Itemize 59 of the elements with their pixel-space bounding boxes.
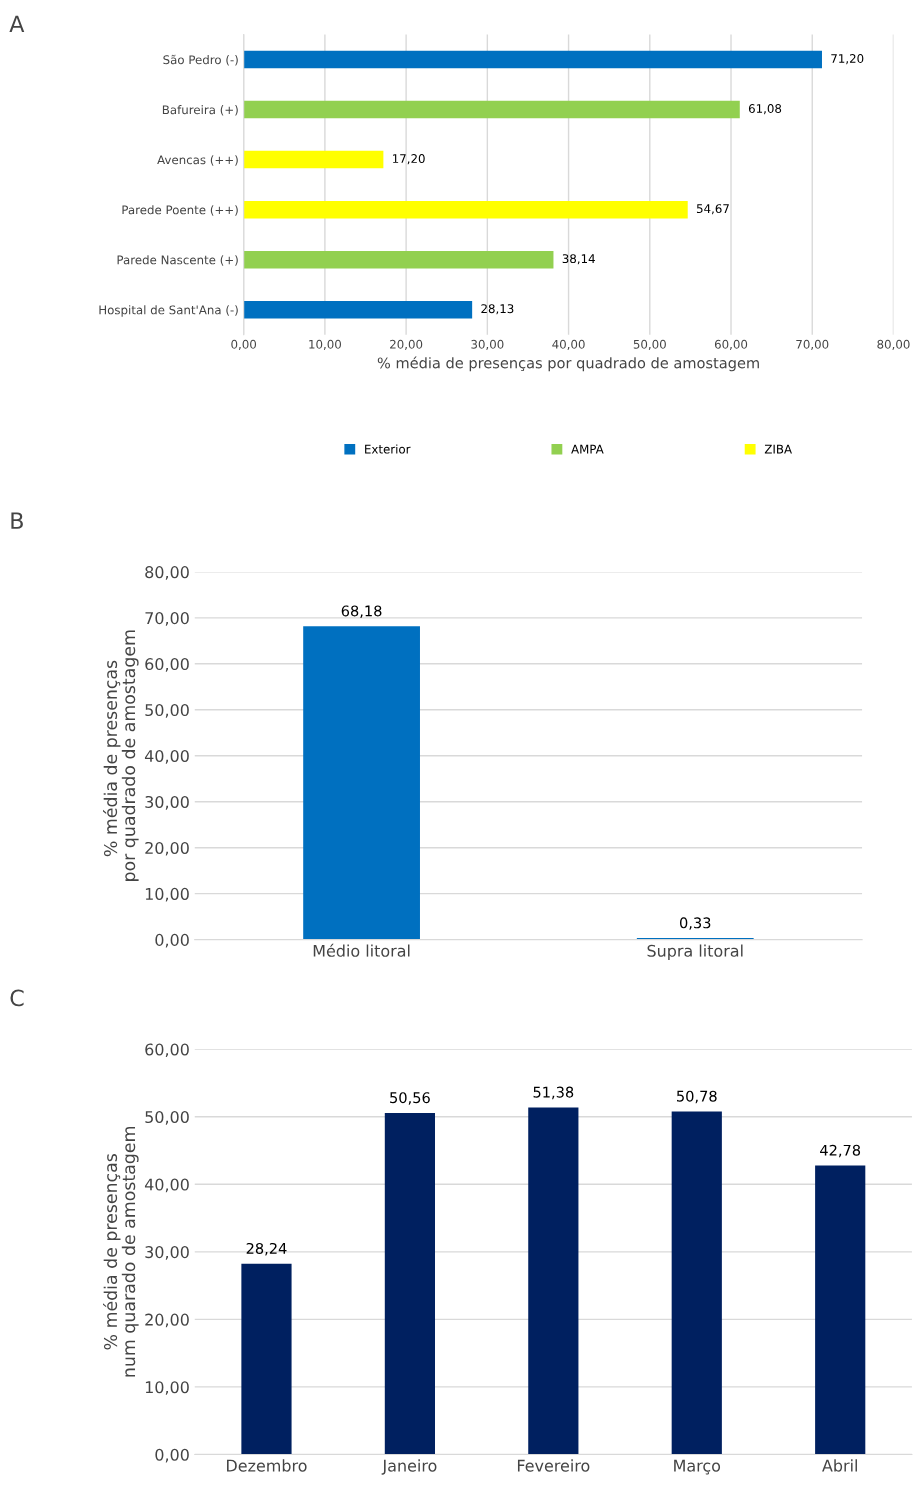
data-label: 38,14 <box>562 254 595 265</box>
data-label: 68,18 <box>341 605 382 618</box>
x-tick-label: 10,00 <box>309 339 342 350</box>
y-tick-label: 40,00 <box>144 1178 189 1193</box>
text: C <box>10 989 24 1007</box>
data-label: 54,67 <box>696 204 729 215</box>
data-label: 71,20 <box>831 54 864 65</box>
x-tick-label: Fevereiro <box>517 1459 590 1472</box>
x-tick-label: 30,00 <box>471 339 504 350</box>
data-label: 50,56 <box>390 1092 430 1105</box>
x-tick-label: Janeiro <box>381 1459 437 1475</box>
y-tick-label: Avencas (++) <box>157 155 238 166</box>
y-tick-label: 20,00 <box>145 1313 189 1328</box>
x-tick-label: 40,00 <box>552 339 585 350</box>
legend-label: Exterior <box>365 444 411 454</box>
x-tick-label: Dezembro <box>227 1459 307 1472</box>
x-tick-label: 50,00 <box>633 339 666 350</box>
y-tick-label: 60,00 <box>145 1043 189 1058</box>
x-tick-label: 80,00 <box>877 339 910 350</box>
y-tick-label: Parede Nascente (+) <box>117 255 238 266</box>
y-axis-title: % média de presenças por quadrado de amostagem <box>102 630 139 881</box>
legend-label: ZIBA <box>764 444 792 454</box>
y-tick-label: 40,00 <box>144 749 189 764</box>
x-tick-label: 0,00 <box>231 339 257 350</box>
data-label: 17,20 <box>393 154 425 165</box>
x-tick-label: Abril <box>822 1459 857 1472</box>
y-tick-label: 0,00 <box>155 933 189 948</box>
data-label: 28,13 <box>481 304 514 315</box>
x-tick-label: Supra litoral <box>647 944 743 960</box>
data-label: 50,78 <box>677 1090 717 1104</box>
y-tick-label: Hospital de Sant'Ana (-) <box>99 305 238 317</box>
x-tick-label: Médio litoral <box>313 943 410 957</box>
y-tick-label: Bafureira (+) <box>162 105 238 116</box>
data-label: 0,33 <box>679 917 711 930</box>
y-tick-label: 60,00 <box>145 658 189 672</box>
legend-label: AMPA <box>571 444 604 454</box>
text: A <box>9 15 25 32</box>
y-tick-label: 50,00 <box>145 704 189 718</box>
x-tick-label: 70,00 <box>796 339 829 350</box>
data-label: 28,24 <box>246 1242 287 1256</box>
x-tick-label: 60,00 <box>714 339 748 350</box>
x-tick-label: Março <box>674 1459 721 1475</box>
data-label: 61,08 <box>748 104 782 115</box>
y-tick-label: 30,00 <box>145 1246 189 1260</box>
x-tick-label: 20,00 <box>390 339 423 350</box>
y-tick-label: Parede Poente (++) <box>122 205 238 216</box>
y-tick-label: 30,00 <box>145 795 189 810</box>
y-tick-label: São Pedro (-) <box>163 54 238 66</box>
text: B <box>11 512 23 529</box>
y-tick-label: 50,00 <box>145 1110 189 1125</box>
y-tick-label: 10,00 <box>145 1381 189 1395</box>
y-tick-label: 10,00 <box>145 887 189 902</box>
y-tick-label: 70,00 <box>145 612 189 626</box>
x-axis-title: % média de presenças por quadrado de amostagem <box>377 356 759 372</box>
y-tick-label: 20,00 <box>145 841 189 856</box>
y-tick-label: 80,00 <box>145 566 189 580</box>
y-axis-title: % média de presenças num quarado de amostagem <box>102 1127 139 1377</box>
data-label: 42,78 <box>820 1144 861 1158</box>
data-label: 51,38 <box>533 1086 574 1100</box>
